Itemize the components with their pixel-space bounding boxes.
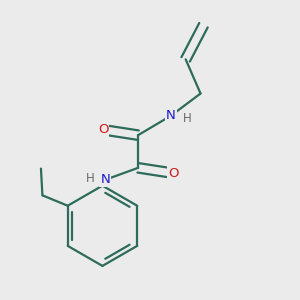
Text: H: H <box>183 112 191 125</box>
Text: N: N <box>100 173 110 186</box>
Text: H: H <box>85 172 94 185</box>
Text: N: N <box>166 109 176 122</box>
Text: O: O <box>168 167 178 180</box>
Text: O: O <box>98 123 108 136</box>
